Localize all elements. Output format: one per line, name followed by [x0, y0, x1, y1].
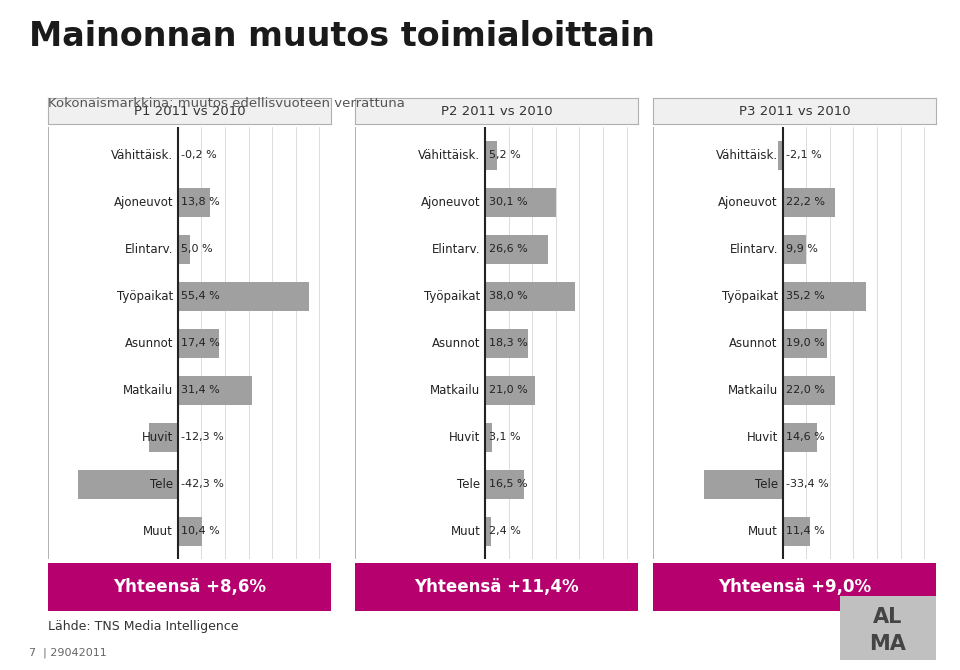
- Text: 31,4 %: 31,4 %: [181, 385, 220, 395]
- Text: Muut: Muut: [748, 525, 778, 538]
- Bar: [782, 329, 828, 358]
- Text: Yhteensä +9,0%: Yhteensä +9,0%: [718, 578, 871, 596]
- Text: Ajoneuvot: Ajoneuvot: [420, 196, 480, 209]
- Bar: [485, 470, 524, 499]
- Text: Työpaikat: Työpaikat: [117, 290, 173, 303]
- Text: 21,0 %: 21,0 %: [489, 385, 527, 395]
- Text: 30,1 %: 30,1 %: [489, 198, 527, 208]
- Text: Asunnot: Asunnot: [730, 337, 778, 350]
- Text: Työpaikat: Työpaikat: [722, 290, 778, 303]
- Text: Ajoneuvot: Ajoneuvot: [113, 196, 173, 209]
- Bar: [178, 329, 219, 358]
- Text: 38,0 %: 38,0 %: [489, 291, 527, 302]
- Text: 55,4 %: 55,4 %: [181, 291, 220, 302]
- Text: 22,2 %: 22,2 %: [786, 198, 826, 208]
- Text: 22,0 %: 22,0 %: [786, 385, 825, 395]
- Text: MA: MA: [870, 634, 906, 654]
- Text: 16,5 %: 16,5 %: [489, 479, 527, 489]
- Text: 7  | 29042011: 7 | 29042011: [29, 647, 107, 658]
- Text: 17,4 %: 17,4 %: [181, 338, 220, 348]
- Text: -0,2 %: -0,2 %: [181, 151, 217, 161]
- Text: Tele: Tele: [755, 478, 778, 491]
- Text: Lähde: TNS Media Intelligence: Lähde: TNS Media Intelligence: [48, 620, 238, 633]
- Text: Elintarv.: Elintarv.: [432, 243, 480, 256]
- Text: Vähittäisk.: Vähittäisk.: [111, 149, 173, 162]
- Text: 14,6 %: 14,6 %: [786, 432, 825, 442]
- Text: Matkailu: Matkailu: [123, 384, 173, 397]
- Text: Asunnot: Asunnot: [125, 337, 173, 350]
- Bar: [178, 235, 189, 264]
- Text: 10,4 %: 10,4 %: [181, 526, 220, 536]
- Text: -33,4 %: -33,4 %: [786, 479, 828, 489]
- Text: -42,3 %: -42,3 %: [181, 479, 225, 489]
- Text: Muut: Muut: [143, 525, 173, 538]
- Text: 35,2 %: 35,2 %: [786, 291, 825, 302]
- Text: P1 2011 vs 2010: P1 2011 vs 2010: [133, 105, 246, 118]
- Text: Matkailu: Matkailu: [430, 384, 480, 397]
- Text: Ajoneuvot: Ajoneuvot: [718, 196, 778, 209]
- Text: 3,1 %: 3,1 %: [489, 432, 520, 442]
- Bar: [485, 376, 535, 405]
- Text: 19,0 %: 19,0 %: [786, 338, 825, 348]
- Text: 13,8 %: 13,8 %: [181, 198, 220, 208]
- Text: 11,4 %: 11,4 %: [786, 526, 825, 536]
- Bar: [178, 188, 210, 217]
- Bar: [782, 188, 835, 217]
- Text: -12,3 %: -12,3 %: [181, 432, 224, 442]
- Text: -2,1 %: -2,1 %: [786, 151, 822, 161]
- Text: AL: AL: [874, 606, 902, 626]
- Text: Elintarv.: Elintarv.: [730, 243, 778, 256]
- Bar: [782, 423, 817, 452]
- Text: Huvit: Huvit: [142, 431, 173, 444]
- Text: 9,9 %: 9,9 %: [786, 245, 818, 255]
- Text: Vähittäisk.: Vähittäisk.: [419, 149, 480, 162]
- Bar: [704, 470, 782, 499]
- Bar: [782, 235, 806, 264]
- Text: P3 2011 vs 2010: P3 2011 vs 2010: [738, 105, 851, 118]
- Text: Matkailu: Matkailu: [728, 384, 778, 397]
- Bar: [778, 141, 782, 170]
- Text: 2,4 %: 2,4 %: [489, 526, 520, 536]
- Bar: [178, 517, 203, 546]
- Text: Tele: Tele: [150, 478, 173, 491]
- Text: Työpaikat: Työpaikat: [424, 290, 480, 303]
- Text: Asunnot: Asunnot: [432, 337, 480, 350]
- Text: Kokonaismarkkina; muutos edellisvuoteen verrattuna: Kokonaismarkkina; muutos edellisvuoteen …: [48, 97, 405, 110]
- Bar: [485, 329, 528, 358]
- Bar: [782, 282, 866, 311]
- Text: 5,0 %: 5,0 %: [181, 245, 213, 255]
- Text: P2 2011 vs 2010: P2 2011 vs 2010: [441, 105, 553, 118]
- Text: Elintarv.: Elintarv.: [125, 243, 173, 256]
- Text: 18,3 %: 18,3 %: [489, 338, 527, 348]
- Bar: [78, 470, 178, 499]
- Bar: [782, 376, 834, 405]
- Text: Yhteensä +11,4%: Yhteensä +11,4%: [415, 578, 579, 596]
- Bar: [782, 517, 809, 546]
- Text: Huvit: Huvit: [449, 431, 480, 444]
- Bar: [485, 188, 556, 217]
- Text: Mainonnan muutos toimialoittain: Mainonnan muutos toimialoittain: [29, 20, 655, 53]
- Text: 5,2 %: 5,2 %: [489, 151, 520, 161]
- Text: 26,6 %: 26,6 %: [489, 245, 527, 255]
- Text: Yhteensä +8,6%: Yhteensä +8,6%: [113, 578, 266, 596]
- Bar: [149, 423, 178, 452]
- Bar: [485, 282, 575, 311]
- Bar: [485, 141, 497, 170]
- Text: Vähittäisk.: Vähittäisk.: [716, 149, 778, 162]
- Bar: [485, 235, 548, 264]
- Bar: [485, 423, 492, 452]
- Text: Huvit: Huvit: [747, 431, 778, 444]
- Text: Muut: Muut: [450, 525, 480, 538]
- Text: Tele: Tele: [457, 478, 480, 491]
- Bar: [485, 517, 491, 546]
- Bar: [178, 376, 252, 405]
- Bar: [178, 282, 308, 311]
